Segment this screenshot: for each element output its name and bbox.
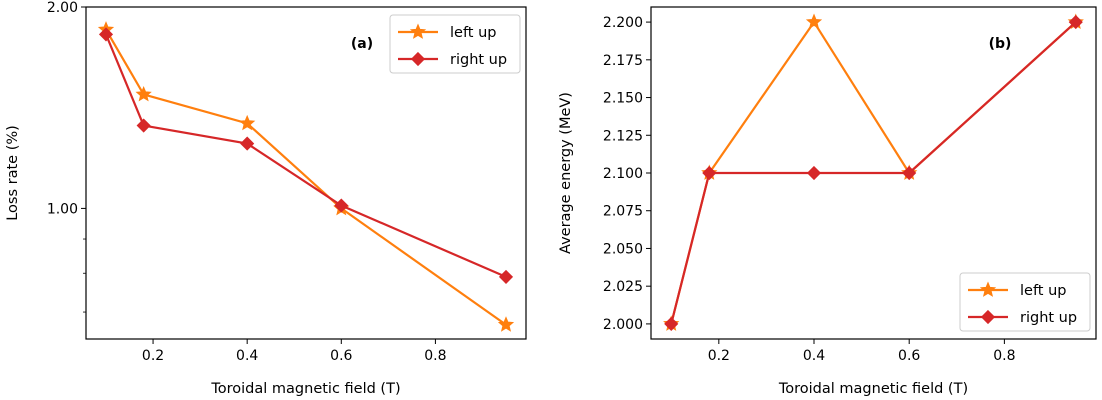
legend: left up right up: [389, 14, 521, 74]
x-tick-label: 0.4: [236, 348, 258, 364]
legend: left up right up: [959, 272, 1091, 332]
panel-label: (a): [351, 36, 373, 52]
legend-diamond-icon: [410, 51, 426, 67]
star-marker: [497, 316, 515, 332]
panel-label: (b): [989, 36, 1012, 52]
diamond-marker: [98, 27, 114, 42]
y-tick-label: 2.050: [603, 241, 643, 257]
diamond-marker: [136, 118, 151, 133]
x-tick-label: 0.2: [142, 348, 164, 364]
diamond-marker: [902, 165, 917, 181]
legend-item: right up: [398, 51, 507, 68]
x-tick-label: 0.6: [898, 348, 920, 364]
x-axis-label: Toroidal magnetic field (T): [778, 381, 968, 397]
series-right-up: [664, 15, 1083, 331]
y-tick-label: 1.00: [47, 201, 78, 217]
y-tick-label: 2.00: [47, 0, 78, 16]
y-tick-label: 2.000: [603, 317, 643, 333]
legend-label: left up: [1020, 283, 1067, 299]
diamond-marker: [334, 198, 349, 213]
series-line: [105, 29, 507, 326]
legend-star-icon: [409, 23, 427, 39]
diamond-marker: [498, 269, 514, 284]
diamond-marker: [664, 316, 679, 331]
star-marker: [805, 13, 823, 30]
x-axis-label: Toroidal magnetic field (T): [210, 381, 400, 397]
legend-star-icon: [979, 281, 997, 297]
diamond-marker: [702, 165, 717, 181]
panel-b-average-energy: 0.2 0.4 0.6 0.8 2.000 2.025 2.050 2.075 2.100 2.1…: [558, 6, 1097, 397]
x-tick-label: 0.8: [993, 348, 1015, 364]
y-tick-label: 2.200: [603, 15, 643, 31]
panel-a-loss-rate: 0.2 0.4 0.6 0.8 1.00 2.00 Toroidal magnetic fi…: [5, 0, 527, 397]
legend-label: left up: [450, 25, 497, 41]
legend-item: left up: [968, 281, 1067, 299]
legend-item: right up: [968, 309, 1077, 326]
legend-item: left up: [398, 23, 497, 41]
series-right-up: [98, 27, 514, 284]
diamond-marker: [240, 136, 255, 151]
axes-frame: [650, 6, 1097, 340]
diamond-marker: [1068, 15, 1083, 30]
y-tick-label: 2.100: [603, 166, 643, 182]
y-tick-label: 2.125: [603, 128, 643, 144]
x-tick-label: 0.2: [708, 348, 730, 364]
x-tick-label: 0.6: [330, 348, 352, 364]
legend-diamond-icon: [980, 309, 996, 325]
star-marker: [239, 114, 256, 131]
y-axis-label: Loss rate (%): [5, 125, 21, 221]
axes-frame: [85, 6, 527, 340]
y-axis-label: Average energy (MeV): [558, 92, 574, 254]
y-tick-label: 2.025: [603, 279, 643, 295]
y-tick-label: 2.075: [603, 204, 643, 220]
star-marker: [135, 85, 152, 102]
diamond-marker: [806, 165, 822, 181]
legend-label: right up: [450, 52, 507, 68]
x-tick-label: 0.4: [803, 348, 825, 364]
y-tick-label: 2.150: [603, 91, 643, 107]
legend-label: right up: [1020, 310, 1077, 326]
x-tick-label: 0.8: [424, 348, 446, 364]
y-tick-label: 2.175: [603, 53, 643, 69]
